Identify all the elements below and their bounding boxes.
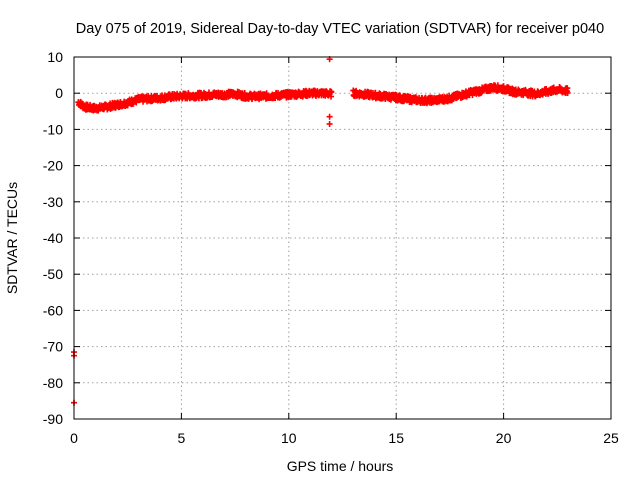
y-tick-label: -60 [43, 302, 63, 318]
x-tick-label: 10 [281, 430, 297, 446]
y-tick-label: 0 [55, 85, 63, 101]
x-tick-label: 15 [388, 430, 404, 446]
y-axis-label: SDTVAR / TECUs [4, 182, 20, 294]
y-tick-labels: 10 0 -10 -20 -30 -40 -50 -60 -70 -80 -90 [43, 49, 63, 427]
x-tick-label: 20 [496, 430, 512, 446]
axis-ticks [73, 56, 612, 420]
y-tick-label: -90 [43, 411, 63, 427]
chart-title: Day 075 of 2019, Sidereal Day-to-day VTE… [76, 21, 604, 37]
plot-frame [73, 56, 612, 420]
y-tick-label: -40 [43, 230, 63, 246]
x-tick-label: 25 [603, 430, 619, 446]
y-tick-label: -50 [43, 266, 63, 282]
data-series-sdtvar [71, 56, 571, 406]
x-axis-label: GPS time / hours [287, 458, 394, 474]
data-point [328, 88, 335, 95]
y-tick-label: -70 [43, 339, 63, 355]
grid-lines [74, 57, 611, 419]
y-tick-label: -80 [43, 375, 63, 391]
y-tick-label: 10 [47, 49, 63, 65]
data-point [326, 120, 333, 127]
x-tick-label: 0 [70, 430, 78, 446]
y-tick-label: -30 [43, 194, 63, 210]
x-tick-labels: 0 5 10 15 20 25 [70, 430, 619, 446]
y-tick-label: -20 [43, 158, 63, 174]
x-tick-label: 5 [178, 430, 186, 446]
data-point [326, 113, 333, 120]
data-point [564, 89, 571, 96]
y-tick-label: -10 [43, 121, 63, 137]
